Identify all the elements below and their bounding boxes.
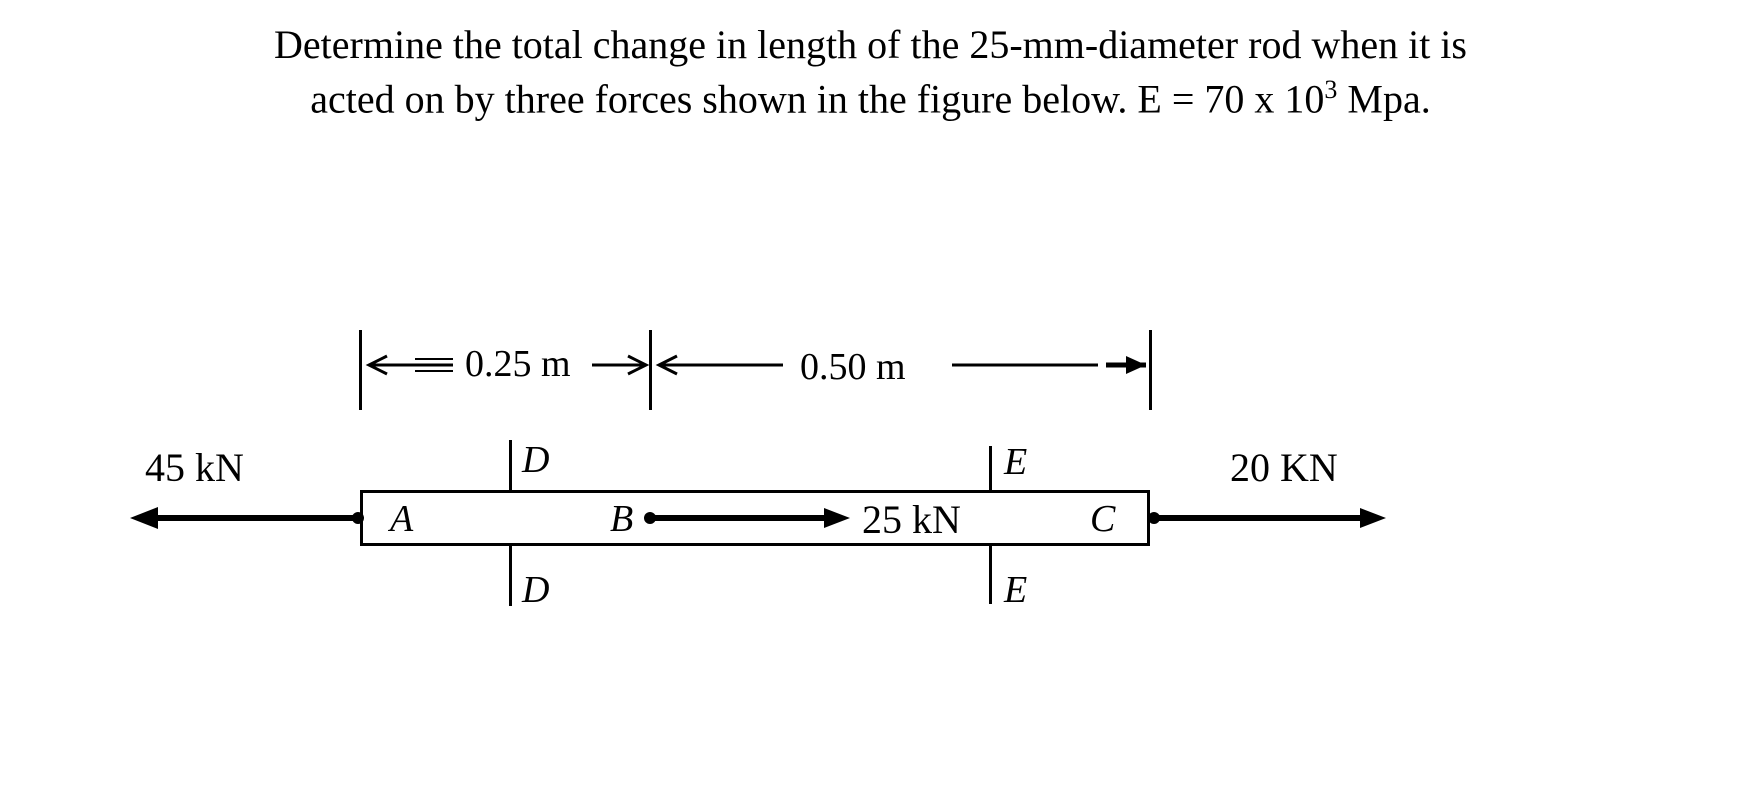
force-arrow-right bbox=[1146, 503, 1386, 533]
label-A: A bbox=[390, 497, 413, 541]
problem-line-2-suffix: Mpa. bbox=[1337, 76, 1430, 121]
dim-arrow-AB-left bbox=[365, 350, 455, 380]
force-arrow-mid bbox=[642, 503, 852, 533]
label-E-bot: E bbox=[1004, 568, 1027, 612]
label-D-bot: D bbox=[522, 568, 549, 612]
problem-exponent: 3 bbox=[1324, 75, 1337, 104]
dim-label-AB: 0.25 m bbox=[465, 342, 571, 386]
force-mid-label: 25 kN bbox=[862, 496, 961, 543]
problem-line-2-prefix: acted on by three forces shown in the fi… bbox=[310, 76, 1324, 121]
rod-diagram: 0.25 m 0.50 m D D E E A B C bbox=[130, 290, 1610, 690]
label-C: C bbox=[1090, 497, 1115, 541]
force-left-label: 45 kN bbox=[145, 444, 244, 491]
dim-label-BC: 0.50 m bbox=[800, 345, 906, 389]
force-arrow-left bbox=[130, 503, 364, 533]
section-tick-E bbox=[989, 446, 992, 492]
problem-statement: Determine the total change in length of … bbox=[0, 18, 1741, 126]
section-tick-D-bot bbox=[509, 544, 512, 606]
label-D-top: D bbox=[522, 438, 549, 482]
label-B: B bbox=[610, 497, 633, 541]
dim-arrow-BC-right bbox=[950, 350, 1150, 380]
dim-tick-A bbox=[359, 330, 362, 410]
problem-line-1: Determine the total change in length of … bbox=[274, 22, 1467, 67]
section-tick-D bbox=[509, 440, 512, 492]
force-right-label: 20 KN bbox=[1230, 444, 1338, 491]
dim-arrow-AB-right bbox=[590, 350, 650, 380]
section-tick-E-bot bbox=[989, 544, 992, 604]
page: Determine the total change in length of … bbox=[0, 0, 1741, 790]
dim-arrow-BC-left bbox=[655, 350, 785, 380]
label-E-top: E bbox=[1004, 440, 1027, 484]
